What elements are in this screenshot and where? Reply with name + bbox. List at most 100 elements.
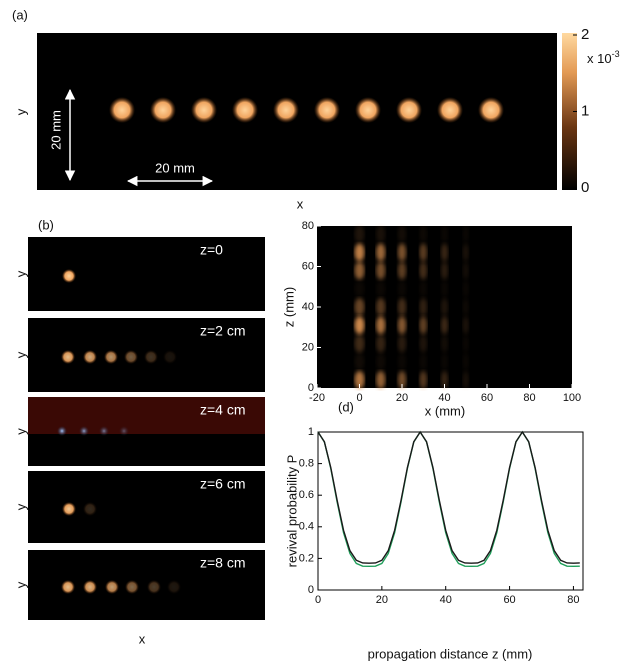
spot bbox=[83, 580, 97, 594]
streak bbox=[419, 316, 427, 334]
streak bbox=[463, 298, 469, 316]
y-tick-label: 0 bbox=[308, 382, 314, 394]
colorbar-tick-label: 2 bbox=[581, 26, 589, 43]
y-tick-label: 0.2 bbox=[299, 552, 314, 564]
streak bbox=[419, 371, 427, 389]
colorbar-tick-label: 1 bbox=[581, 102, 589, 119]
streak bbox=[355, 262, 365, 280]
streak bbox=[419, 225, 427, 243]
x-tick-label: 40 bbox=[438, 392, 450, 404]
spot bbox=[61, 350, 75, 364]
spot bbox=[83, 502, 97, 516]
panel-label: (b) bbox=[38, 217, 54, 232]
spot bbox=[104, 350, 118, 364]
scalebar-label: 20 mm bbox=[155, 160, 195, 175]
colorbar-exponent: x 10-3 bbox=[587, 49, 620, 66]
streak bbox=[463, 371, 469, 389]
streak bbox=[376, 334, 385, 352]
spot bbox=[273, 97, 299, 123]
x-tick-label: 0 bbox=[315, 594, 321, 606]
streak bbox=[441, 280, 448, 298]
streak bbox=[398, 225, 406, 243]
streak bbox=[441, 298, 448, 316]
spot bbox=[144, 350, 158, 364]
spot bbox=[125, 580, 139, 594]
figure: (a) 20 mm 20 mm y x x 10-3 (b) x x (mm) … bbox=[0, 0, 642, 664]
spot bbox=[62, 269, 76, 283]
y-tick-label: 0 bbox=[308, 584, 314, 596]
streak bbox=[376, 371, 385, 389]
spot bbox=[61, 580, 75, 594]
x-label: propagation distance z (mm) bbox=[368, 646, 533, 661]
streak bbox=[441, 262, 448, 280]
spot bbox=[109, 97, 135, 123]
x-label: x (mm) bbox=[425, 403, 465, 418]
spot bbox=[83, 350, 97, 364]
y-label: y bbox=[13, 428, 28, 435]
streak bbox=[419, 298, 427, 316]
streak bbox=[376, 225, 385, 243]
spot bbox=[99, 426, 109, 436]
streak bbox=[376, 316, 385, 334]
x-tick-label: 100 bbox=[563, 392, 581, 404]
streak bbox=[463, 243, 469, 261]
streak bbox=[463, 262, 469, 280]
y-label: y bbox=[13, 503, 28, 510]
x-tick-label: 60 bbox=[503, 594, 515, 606]
y-label: y bbox=[13, 108, 28, 115]
streak bbox=[355, 243, 365, 261]
x-tick-label: 80 bbox=[567, 594, 579, 606]
y-tick-label: 0.6 bbox=[299, 489, 314, 501]
y-tick-label: 60 bbox=[302, 260, 314, 272]
y-label: z (mm) bbox=[281, 287, 296, 327]
streak bbox=[463, 353, 469, 371]
streak bbox=[376, 353, 385, 371]
streak bbox=[355, 298, 365, 316]
spot bbox=[396, 97, 422, 123]
y-tick-label: 1 bbox=[308, 426, 314, 438]
frame-title: z=4 cm bbox=[200, 402, 246, 418]
streak bbox=[419, 353, 427, 371]
spot bbox=[191, 97, 217, 123]
streak bbox=[355, 334, 365, 352]
streak bbox=[398, 243, 406, 261]
spot bbox=[478, 97, 504, 123]
streak bbox=[463, 316, 469, 334]
y-tick-label: 20 bbox=[302, 341, 314, 353]
streak bbox=[463, 334, 469, 352]
streak bbox=[419, 262, 427, 280]
spot bbox=[147, 580, 161, 594]
streak bbox=[441, 334, 448, 352]
y-tick-label: 0.4 bbox=[299, 521, 314, 533]
frame-title: z=2 cm bbox=[200, 323, 246, 339]
streak bbox=[355, 225, 365, 243]
colorbar-tick-label: 0 bbox=[581, 179, 589, 196]
streak bbox=[441, 243, 448, 261]
y-label: y bbox=[13, 351, 28, 358]
spot bbox=[355, 97, 381, 123]
panel-label: (a) bbox=[12, 7, 28, 22]
streak bbox=[398, 316, 406, 334]
x-label: x bbox=[139, 631, 146, 646]
streak bbox=[355, 280, 365, 298]
spot bbox=[314, 97, 340, 123]
streak bbox=[419, 334, 427, 352]
panel-label: (d) bbox=[338, 399, 354, 414]
x-tick-label: 20 bbox=[376, 594, 388, 606]
spot bbox=[105, 580, 119, 594]
y-label: y bbox=[13, 581, 28, 588]
spot bbox=[437, 97, 463, 123]
exponent: -3 bbox=[612, 49, 620, 59]
spot bbox=[163, 350, 177, 364]
streak bbox=[419, 243, 427, 261]
streak bbox=[463, 280, 469, 298]
x-tick-label: 0 bbox=[356, 392, 362, 404]
streak bbox=[355, 316, 365, 334]
spot bbox=[124, 350, 138, 364]
x-tick-label: 60 bbox=[481, 392, 493, 404]
spot bbox=[119, 426, 129, 436]
streak bbox=[441, 316, 448, 334]
spot bbox=[57, 426, 67, 436]
spot bbox=[232, 97, 258, 123]
spot bbox=[167, 580, 181, 594]
